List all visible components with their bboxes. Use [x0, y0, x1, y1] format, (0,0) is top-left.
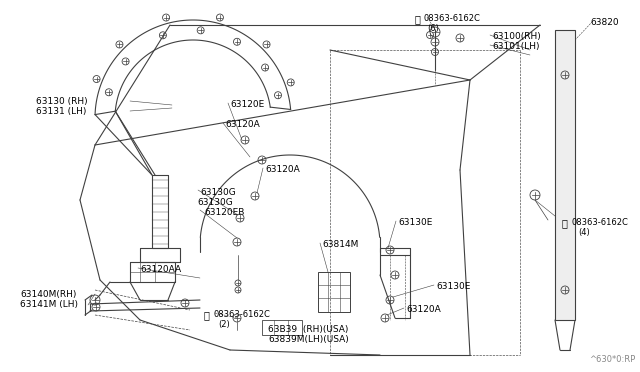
Text: 63120E: 63120E: [230, 100, 264, 109]
Text: 63120A: 63120A: [406, 305, 441, 314]
Text: 63101(LH): 63101(LH): [492, 42, 540, 51]
Text: 08363-6162C: 08363-6162C: [213, 310, 270, 319]
Text: (2): (2): [218, 320, 230, 329]
Text: 63130E: 63130E: [398, 218, 433, 227]
Text: Ⓢ: Ⓢ: [562, 218, 568, 228]
Text: 63814M: 63814M: [322, 240, 358, 249]
Text: 63820: 63820: [590, 18, 619, 27]
Text: 63120A: 63120A: [225, 120, 260, 129]
Text: 63120A: 63120A: [265, 165, 300, 174]
Text: 63100(RH): 63100(RH): [492, 32, 541, 41]
Text: 63120EB: 63120EB: [204, 208, 244, 217]
Text: 08363-6162C: 08363-6162C: [571, 218, 628, 227]
Text: ^630*0:RP: ^630*0:RP: [589, 355, 635, 364]
Text: Ⓢ: Ⓢ: [415, 14, 421, 24]
Text: 08363-6162C: 08363-6162C: [424, 14, 481, 23]
Text: 63140M(RH): 63140M(RH): [20, 290, 76, 299]
Text: 63120AA: 63120AA: [140, 265, 181, 274]
Text: Ⓢ: Ⓢ: [204, 310, 210, 320]
Text: 63839M(LH)(USA): 63839M(LH)(USA): [268, 335, 349, 344]
Text: (4): (4): [578, 228, 589, 237]
FancyBboxPatch shape: [555, 30, 575, 320]
Text: 63130G: 63130G: [200, 188, 236, 197]
Text: (6): (6): [427, 24, 439, 33]
Text: 63B39  (RH)(USA): 63B39 (RH)(USA): [268, 325, 348, 334]
FancyBboxPatch shape: [318, 272, 350, 312]
Text: 63130 (RH): 63130 (RH): [36, 97, 88, 106]
FancyBboxPatch shape: [262, 320, 302, 335]
Text: 63131 (LH): 63131 (LH): [36, 107, 86, 116]
Text: 63141M (LH): 63141M (LH): [20, 300, 78, 309]
Text: 63130E: 63130E: [436, 282, 470, 291]
Text: 63130G: 63130G: [197, 198, 233, 207]
